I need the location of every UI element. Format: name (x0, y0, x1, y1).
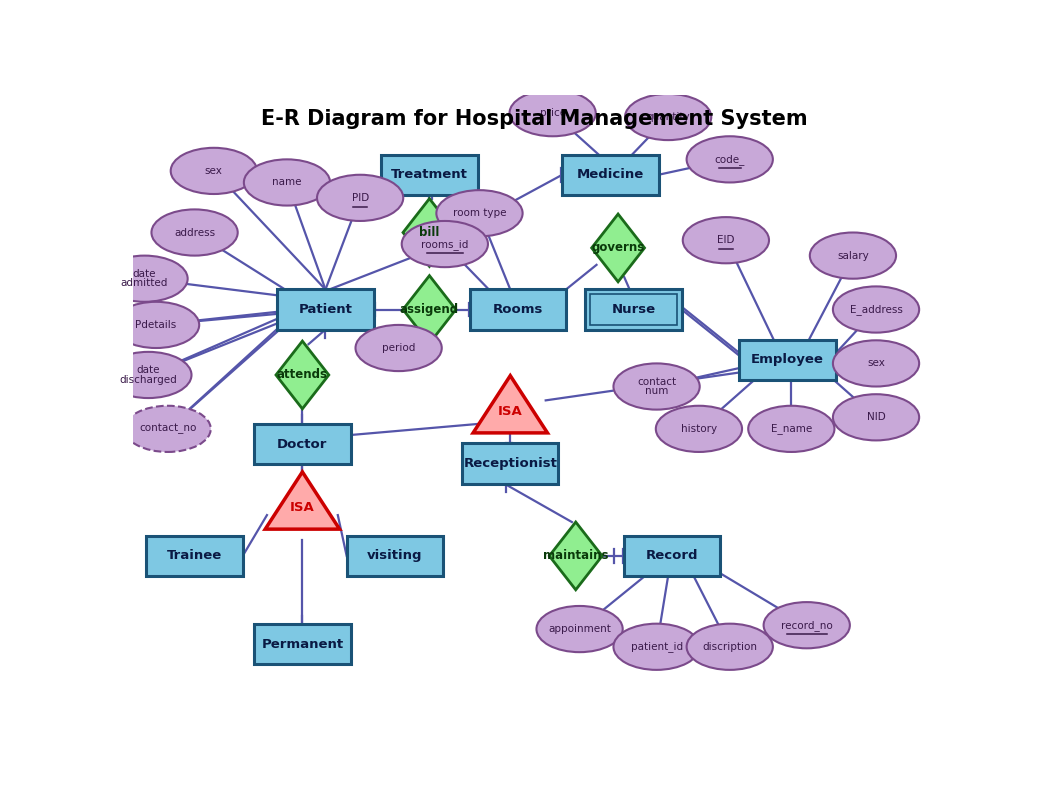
Ellipse shape (436, 190, 523, 237)
Text: contact_no: contact_no (139, 424, 196, 434)
Text: record_no: record_no (781, 619, 832, 630)
FancyBboxPatch shape (277, 290, 373, 330)
FancyBboxPatch shape (382, 155, 478, 195)
Ellipse shape (686, 136, 773, 182)
FancyBboxPatch shape (739, 339, 835, 380)
Ellipse shape (402, 221, 488, 267)
Text: E-R Diagram for Hospital Management System: E-R Diagram for Hospital Management Syst… (261, 109, 807, 129)
Text: history: history (681, 424, 717, 434)
Ellipse shape (171, 148, 257, 194)
Ellipse shape (105, 352, 192, 398)
Text: Trainee: Trainee (167, 549, 222, 563)
Ellipse shape (748, 406, 834, 452)
Ellipse shape (101, 256, 188, 302)
Ellipse shape (656, 406, 742, 452)
Ellipse shape (809, 233, 896, 279)
Text: contact
num: contact num (637, 377, 676, 396)
Text: name: name (272, 178, 301, 188)
Text: maintains: maintains (543, 549, 608, 563)
Ellipse shape (763, 602, 850, 649)
Text: E_name: E_name (771, 424, 811, 434)
Text: sex: sex (204, 166, 223, 176)
Text: visiting: visiting (367, 549, 422, 563)
Ellipse shape (124, 406, 211, 452)
Ellipse shape (510, 90, 596, 136)
Text: sex: sex (867, 358, 884, 368)
FancyBboxPatch shape (462, 443, 558, 484)
Text: Employee: Employee (751, 353, 824, 366)
Text: salary: salary (838, 251, 869, 260)
Text: date
discharged: date discharged (120, 365, 177, 385)
FancyBboxPatch shape (624, 536, 720, 576)
FancyBboxPatch shape (254, 624, 350, 664)
Ellipse shape (536, 606, 623, 653)
Polygon shape (591, 214, 645, 282)
Ellipse shape (317, 174, 404, 221)
Ellipse shape (113, 302, 199, 348)
Text: Receptionist: Receptionist (463, 457, 557, 470)
Text: Nurse: Nurse (611, 303, 656, 316)
Text: Record: Record (646, 549, 698, 563)
Text: rooms_id: rooms_id (421, 238, 468, 249)
Text: bill: bill (419, 226, 439, 239)
FancyBboxPatch shape (254, 424, 350, 464)
Ellipse shape (151, 209, 238, 256)
Polygon shape (403, 199, 456, 267)
Text: Treatment: Treatment (391, 168, 468, 181)
Ellipse shape (833, 394, 919, 440)
Ellipse shape (686, 623, 773, 670)
Text: ISA: ISA (290, 501, 315, 514)
Text: PID: PID (351, 193, 369, 203)
Polygon shape (474, 376, 548, 433)
Text: Medicine: Medicine (577, 168, 644, 181)
Text: patient_id: patient_id (631, 641, 683, 653)
Text: Doctor: Doctor (277, 438, 328, 451)
Ellipse shape (683, 217, 769, 264)
Text: Rooms: Rooms (492, 303, 543, 316)
Text: address: address (174, 227, 215, 237)
Text: price: price (539, 108, 565, 118)
Text: attends: attends (276, 368, 328, 381)
Ellipse shape (833, 286, 919, 333)
FancyBboxPatch shape (146, 536, 243, 576)
Text: Pdetails: Pdetails (136, 320, 176, 330)
Text: assigend: assigend (399, 303, 459, 316)
Ellipse shape (613, 623, 700, 670)
Text: EID: EID (718, 235, 734, 245)
Text: code_: code_ (714, 154, 745, 165)
FancyBboxPatch shape (346, 536, 443, 576)
Text: appoinment: appoinment (549, 624, 611, 634)
Text: room type: room type (453, 208, 506, 219)
Text: ISA: ISA (498, 405, 523, 417)
Text: discription: discription (702, 641, 757, 652)
Text: NID: NID (867, 413, 886, 422)
Text: date
admitted: date admitted (121, 269, 168, 289)
Ellipse shape (244, 159, 330, 206)
Text: Permanent: Permanent (262, 638, 343, 651)
Ellipse shape (833, 340, 919, 387)
Text: quantity: quantity (647, 112, 690, 122)
Ellipse shape (625, 94, 711, 140)
Polygon shape (276, 341, 329, 409)
FancyBboxPatch shape (469, 290, 566, 330)
FancyBboxPatch shape (562, 155, 658, 195)
Polygon shape (265, 472, 340, 529)
Ellipse shape (356, 325, 442, 371)
Ellipse shape (613, 364, 700, 409)
Polygon shape (403, 275, 456, 343)
Text: period: period (382, 343, 415, 353)
Text: E_address: E_address (850, 304, 902, 315)
FancyBboxPatch shape (585, 290, 682, 330)
Text: governs: governs (591, 241, 645, 254)
Polygon shape (550, 522, 602, 590)
Text: Patient: Patient (298, 303, 353, 316)
